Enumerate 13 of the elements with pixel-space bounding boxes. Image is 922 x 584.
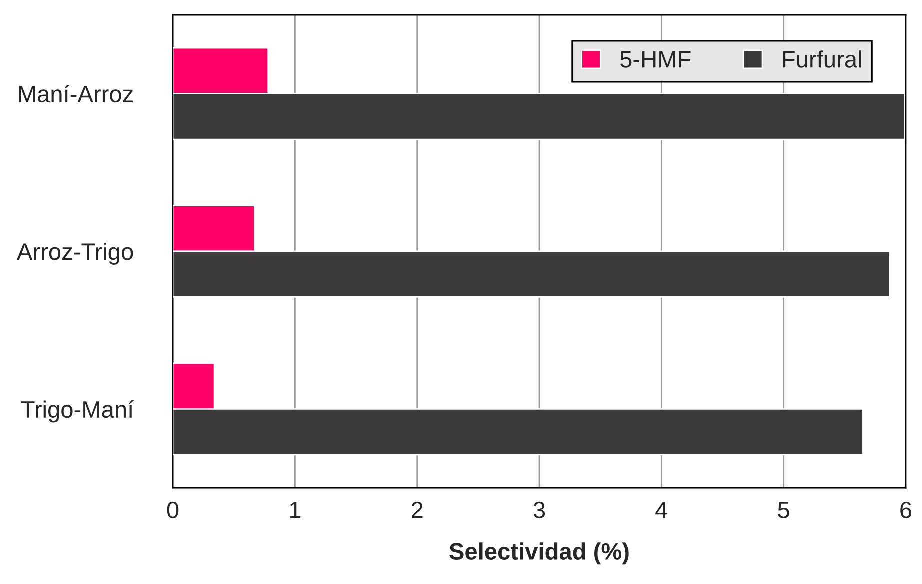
x-tick-label: 6: [900, 502, 912, 519]
x-tick-label: 0: [167, 502, 179, 519]
x-axis-title: Selectividad (%): [450, 542, 629, 565]
y-tick-label: Maní-Arroz: [19, 85, 133, 103]
legend-label: Furfural: [783, 50, 862, 68]
y-tick-label: Arroz-Trigo: [16, 242, 134, 265]
legend-label: 5-HMF: [620, 51, 691, 68]
x-tick-label: 4: [656, 502, 668, 518]
x-tick-label: 1: [290, 502, 301, 518]
y-tick-label: Trigo-Maní: [21, 400, 134, 423]
x-tick-label: 3: [534, 502, 546, 519]
x-tick-label: 5: [778, 502, 790, 519]
x-tick-label: 2: [412, 502, 423, 518]
